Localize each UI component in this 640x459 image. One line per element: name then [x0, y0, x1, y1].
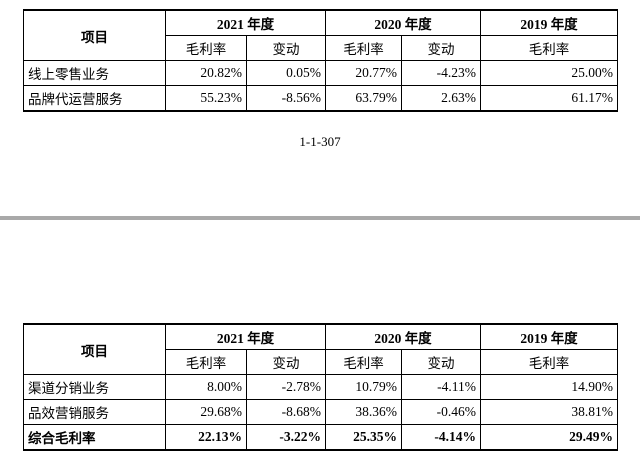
- cell-chg-2020: -4.23%: [401, 60, 481, 86]
- table-row: 品效营销服务 29.68% -8.68% 38.36% -0.46% 38.81…: [23, 399, 618, 425]
- cell-chg-2020: 2.63%: [401, 85, 481, 112]
- cell-gm-2019: 61.17%: [480, 85, 618, 112]
- cell-gm-2019: 29.49%: [480, 424, 618, 451]
- cell-gm-2019: 38.81%: [480, 399, 618, 425]
- page-separator: [0, 216, 640, 220]
- subheader-gm-2020: 毛利率: [325, 35, 402, 61]
- subheader-gm-2021: 毛利率: [165, 35, 247, 61]
- page-number: 1-1-307: [299, 134, 341, 149]
- subheader-gm-2020: 毛利率: [325, 349, 402, 375]
- cell-chg-2021: 0.05%: [246, 60, 326, 86]
- cell-gm-2021: 20.82%: [165, 60, 247, 86]
- table-row: 渠道分销业务 8.00% -2.78% 10.79% -4.11% 14.90%: [23, 374, 618, 400]
- header-2020: 2020 年度: [325, 9, 481, 36]
- cell-gm-2020: 63.79%: [325, 85, 402, 112]
- row-name: 综合毛利率: [23, 424, 166, 451]
- cell-chg-2021: -8.68%: [246, 399, 326, 425]
- cell-gm-2021: 55.23%: [165, 85, 247, 112]
- row-name: 品牌代运营服务: [23, 85, 166, 112]
- cell-gm-2021: 22.13%: [165, 424, 247, 451]
- cell-gm-2020: 25.35%: [325, 424, 402, 451]
- cell-gm-2021: 8.00%: [165, 374, 247, 400]
- header-2021: 2021 年度: [165, 9, 326, 36]
- subheader-chg-2021: 变动: [246, 349, 326, 375]
- cell-chg-2021: -3.22%: [246, 424, 326, 451]
- cell-chg-2021: -2.78%: [246, 374, 326, 400]
- row-name: 线上零售业务: [23, 60, 166, 86]
- table-row-total: 综合毛利率 22.13% -3.22% 25.35% -4.14% 29.49%: [23, 424, 618, 451]
- cell-gm-2020: 10.79%: [325, 374, 402, 400]
- cell-chg-2020: -4.11%: [401, 374, 481, 400]
- subheader-chg-2020: 变动: [401, 35, 481, 61]
- header-2021: 2021 年度: [165, 323, 326, 350]
- cell-gm-2020: 38.36%: [325, 399, 402, 425]
- subheader-gm-2019: 毛利率: [480, 35, 618, 61]
- cell-gm-2019: 14.90%: [480, 374, 618, 400]
- subheader-gm-2019: 毛利率: [480, 349, 618, 375]
- cell-chg-2020: -0.46%: [401, 399, 481, 425]
- table-row: 线上零售业务 20.82% 0.05% 20.77% -4.23% 25.00%: [23, 60, 618, 86]
- cell-gm-2019: 25.00%: [480, 60, 618, 86]
- header-2020: 2020 年度: [325, 323, 481, 350]
- table-row: 品牌代运营服务 55.23% -8.56% 63.79% 2.63% 61.17…: [23, 85, 618, 112]
- subheader-gm-2021: 毛利率: [165, 349, 247, 375]
- gross-margin-table-top: 项目 2021 年度 2020 年度 2019 年度 毛利率 变动 毛利率 变动…: [23, 9, 618, 112]
- header-item: 项目: [23, 323, 166, 375]
- subheader-chg-2021: 变动: [246, 35, 326, 61]
- header-2019: 2019 年度: [480, 323, 618, 350]
- cell-chg-2021: -8.56%: [246, 85, 326, 112]
- header-item: 项目: [23, 9, 166, 61]
- subheader-chg-2020: 变动: [401, 349, 481, 375]
- row-name: 渠道分销业务: [23, 374, 166, 400]
- header-2019: 2019 年度: [480, 9, 618, 36]
- cell-gm-2020: 20.77%: [325, 60, 402, 86]
- gross-margin-table-bottom: 项目 2021 年度 2020 年度 2019 年度 毛利率 变动 毛利率 变动…: [23, 323, 618, 451]
- cell-gm-2021: 29.68%: [165, 399, 247, 425]
- row-name: 品效营销服务: [23, 399, 166, 425]
- cell-chg-2020: -4.14%: [401, 424, 481, 451]
